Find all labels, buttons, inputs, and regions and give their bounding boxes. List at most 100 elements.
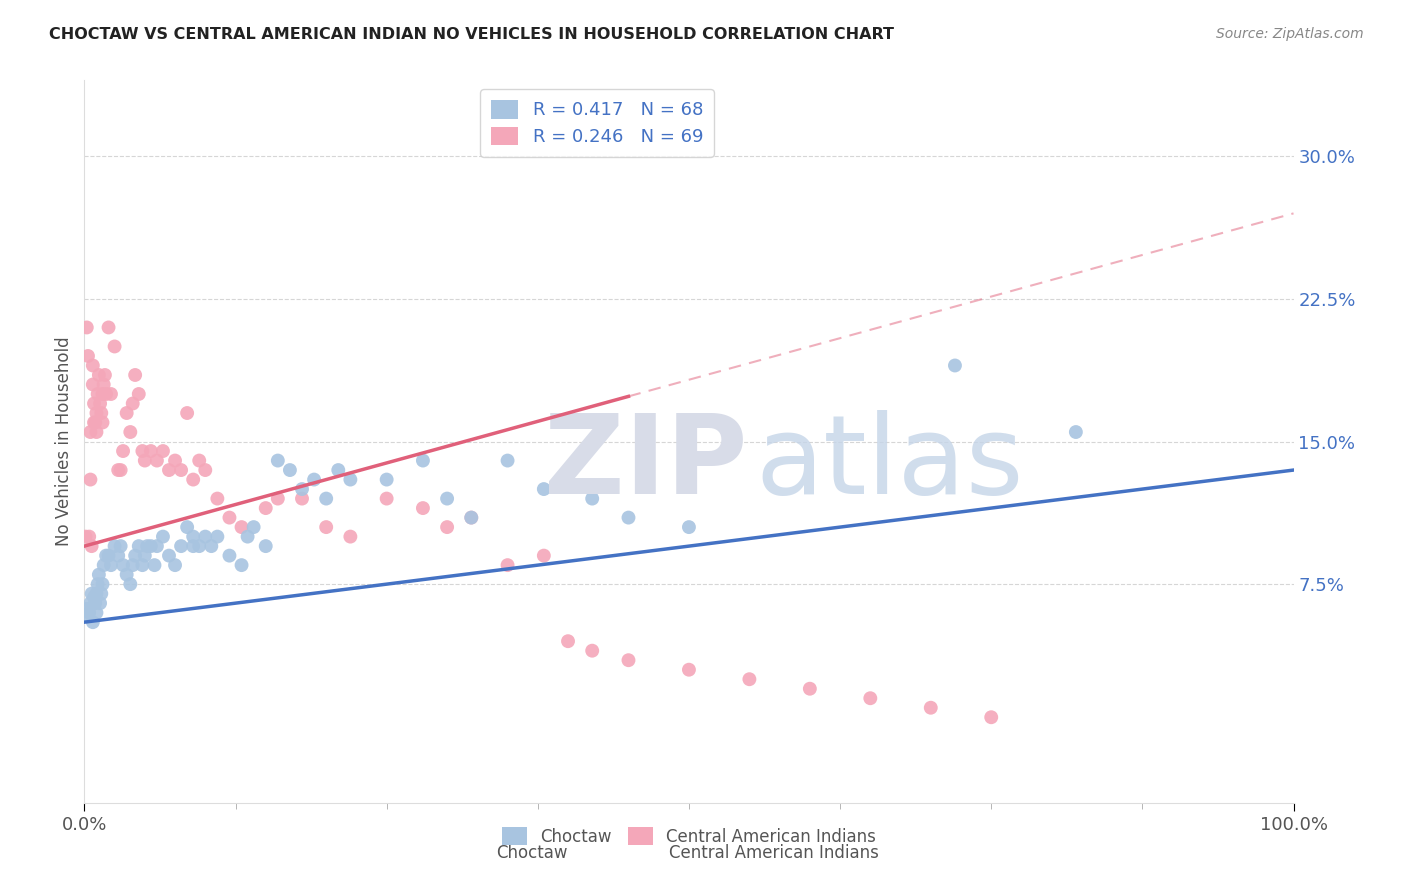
Point [859, 691, 882, 706]
Point [315, 491, 337, 506]
Point [80, 539, 103, 553]
Point [77, 349, 100, 363]
Point [90, 406, 112, 420]
Point [107, 549, 129, 563]
Point [181, 530, 204, 544]
Point [339, 530, 361, 544]
Point [77, 606, 100, 620]
Point [79, 596, 101, 610]
Point [94, 368, 117, 382]
Point [799, 681, 821, 696]
Point [124, 549, 146, 563]
Point [131, 444, 153, 458]
Point [242, 520, 264, 534]
Point [302, 473, 325, 487]
Point [581, 643, 603, 657]
Point [83, 591, 105, 605]
Point [104, 539, 127, 553]
Point [107, 463, 129, 477]
Point [170, 539, 193, 553]
Point [120, 577, 142, 591]
Text: CHOCTAW VS CENTRAL AMERICAN INDIAN NO VEHICLES IN HOUSEHOLD CORRELATION CHART: CHOCTAW VS CENTRAL AMERICAN INDIAN NO VE… [49, 27, 894, 42]
Point [291, 491, 314, 506]
Point [131, 558, 153, 573]
Point [120, 425, 142, 439]
Point [82, 615, 104, 630]
Point [194, 463, 217, 477]
Point [75, 530, 97, 544]
Point [218, 549, 240, 563]
Point [139, 539, 162, 553]
Text: Source: ZipAtlas.com: Source: ZipAtlas.com [1216, 27, 1364, 41]
Point [84, 416, 107, 430]
Point [207, 530, 229, 544]
Point [617, 510, 640, 524]
Point [943, 359, 966, 373]
Point [738, 672, 761, 686]
Point [93, 558, 115, 573]
Point [460, 510, 482, 524]
Point [112, 558, 135, 573]
Point [86, 587, 108, 601]
Point [146, 453, 169, 467]
Y-axis label: No Vehicles in Household: No Vehicles in Household [55, 336, 73, 547]
Point [278, 463, 301, 477]
Point [194, 530, 217, 544]
Point [82, 377, 104, 392]
Point [188, 453, 211, 467]
Point [581, 491, 603, 506]
Point [920, 700, 942, 714]
Point [533, 549, 555, 563]
Point [375, 473, 398, 487]
Text: ZIP: ZIP [544, 409, 747, 516]
Point [136, 539, 159, 553]
Point [152, 530, 174, 544]
Point [496, 453, 519, 467]
Point [291, 482, 314, 496]
Point [83, 416, 105, 430]
Point [86, 387, 108, 401]
Point [617, 653, 640, 667]
Point [460, 510, 482, 524]
Point [104, 339, 127, 353]
Point [90, 587, 112, 601]
Point [97, 320, 120, 334]
Point [79, 473, 101, 487]
Point [188, 539, 211, 553]
Point [1064, 425, 1087, 439]
Point [181, 539, 204, 553]
Point [94, 387, 117, 401]
Point [80, 587, 103, 601]
Point [533, 482, 555, 496]
Point [436, 491, 458, 506]
Point [100, 558, 122, 573]
Point [678, 520, 700, 534]
Point [254, 501, 277, 516]
Point [91, 577, 114, 591]
Point [115, 406, 138, 420]
Point [89, 396, 111, 410]
Point [267, 453, 290, 467]
Point [93, 377, 115, 392]
Point [100, 387, 122, 401]
Point [436, 520, 458, 534]
Point [86, 606, 108, 620]
Point [86, 577, 108, 591]
Text: Choctaw: Choctaw [496, 845, 568, 863]
Point [112, 444, 135, 458]
Point [124, 368, 146, 382]
Point [170, 463, 193, 477]
Point [231, 520, 253, 534]
Text: atlas: atlas [755, 409, 1024, 516]
Point [91, 416, 114, 430]
Point [128, 387, 150, 401]
Point [121, 558, 143, 573]
Point [87, 567, 110, 582]
Point [254, 539, 277, 553]
Point [375, 491, 398, 506]
Point [231, 558, 253, 573]
Point [139, 444, 162, 458]
Point [157, 463, 180, 477]
Point [181, 473, 204, 487]
Point [110, 539, 132, 553]
